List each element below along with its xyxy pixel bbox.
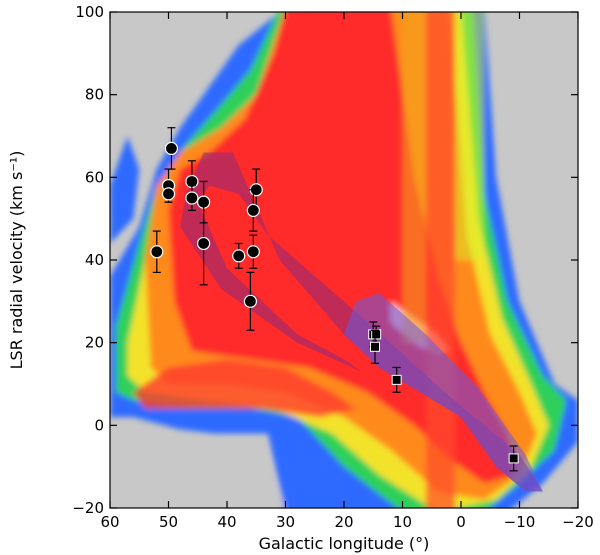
x-tick-label: 30 [276,513,295,531]
plot-area [110,12,578,508]
x-tick-label: 0 [456,513,466,531]
y-axis-title: LSR radial velocity (km s⁻¹) [7,151,26,370]
circle-point [246,234,260,269]
x-tick-label: −20 [562,513,594,531]
x-tick-label: 60 [100,513,119,531]
square-marker [371,329,382,340]
square-marker [391,374,402,385]
circle-marker [243,294,257,308]
x-tick-label: −10 [504,513,536,531]
circle-marker [150,245,164,259]
y-tick-label: 60 [85,168,104,186]
x-tick-label: 40 [217,513,236,531]
circle-point [161,185,176,203]
circle-marker [185,191,199,205]
circle-marker [246,245,260,259]
square-marker [508,453,519,464]
circle-point [150,230,164,273]
square-point [391,366,402,393]
square-point [370,329,381,364]
y-tick-label: 100 [75,3,104,21]
emission-red-ridge [286,12,461,351]
square-point [508,445,519,472]
x-axis-title: Galactic longitude (°) [259,534,430,553]
emission-low-clump [133,359,356,418]
circle-marker [232,249,246,263]
circle-marker [164,141,179,155]
x-axis: 60 50 40 30 20 10 0 −10 −20 [100,12,594,531]
circle-point [185,185,199,211]
emission-empty-bottom [110,441,285,508]
circle-point [246,189,260,232]
overlay-band-b [344,293,543,492]
y-axis: −20 0 20 40 60 80 100 [72,3,578,517]
emission-streak-core [425,12,456,508]
circle-point [164,127,179,170]
emission-streak-left [402,12,426,343]
overlay-bands [180,152,543,492]
circle-marker [246,203,260,217]
square-marker [370,341,381,352]
circle-point [232,242,246,269]
data-points [150,127,519,472]
y-tick-label: 0 [94,416,104,434]
y-tick-label: 80 [85,86,104,104]
circle-marker [161,187,176,201]
circle-marker [197,236,211,251]
x-tick-label: 10 [393,513,412,531]
x-tick-label: 20 [334,513,353,531]
y-tick-label: 20 [85,334,104,352]
emission-blue-patch [110,136,140,244]
y-tick-label: −20 [72,499,104,517]
circle-point [197,201,211,286]
emission-streak-right [455,12,485,260]
x-tick-label: 50 [159,513,178,531]
y-tick-label: 40 [85,251,104,269]
circle-point [243,271,257,331]
